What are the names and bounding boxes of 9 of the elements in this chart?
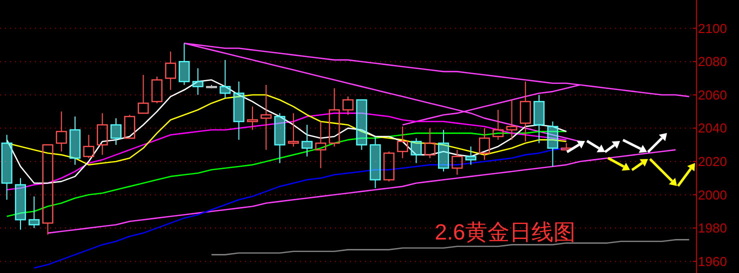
y-tick-label: 1980 <box>698 220 727 236</box>
y-tick-label: 2000 <box>698 187 727 202</box>
y-tick-label: 2020 <box>698 154 727 169</box>
y-tick-label: 2100 <box>698 20 727 36</box>
y-tick-label: 2080 <box>698 54 727 70</box>
text: 2.6黄金日线图 <box>434 220 576 244</box>
y-tick-label: 1960 <box>698 254 727 269</box>
y-tick-label: 2060 <box>698 87 727 102</box>
y-tick-label: 2040 <box>698 120 727 136</box>
